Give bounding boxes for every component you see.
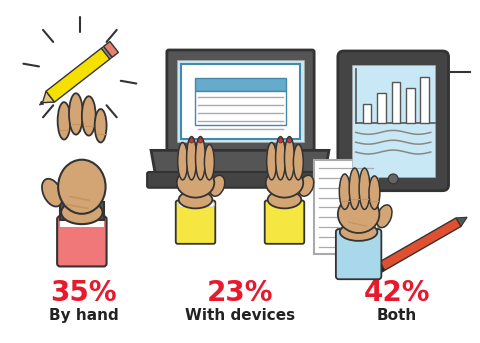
Ellipse shape xyxy=(349,168,360,209)
Bar xyxy=(406,87,415,122)
Ellipse shape xyxy=(177,168,214,198)
Ellipse shape xyxy=(377,205,392,228)
Ellipse shape xyxy=(82,96,96,135)
FancyBboxPatch shape xyxy=(176,201,216,244)
Ellipse shape xyxy=(338,196,379,233)
FancyBboxPatch shape xyxy=(180,64,300,139)
Circle shape xyxy=(287,138,292,143)
Polygon shape xyxy=(372,262,385,275)
Text: 42%: 42% xyxy=(363,279,430,307)
FancyBboxPatch shape xyxy=(194,78,287,91)
Polygon shape xyxy=(43,91,55,103)
Bar xyxy=(377,93,386,122)
Text: 35%: 35% xyxy=(50,279,117,307)
Text: With devices: With devices xyxy=(185,308,295,323)
FancyBboxPatch shape xyxy=(147,172,333,188)
Ellipse shape xyxy=(58,160,106,214)
Bar xyxy=(420,77,429,122)
Ellipse shape xyxy=(369,176,380,209)
Circle shape xyxy=(203,201,208,208)
Text: 23%: 23% xyxy=(207,279,273,307)
Circle shape xyxy=(189,138,194,143)
Text: By hand: By hand xyxy=(48,308,118,323)
Polygon shape xyxy=(46,48,110,102)
Ellipse shape xyxy=(267,142,276,180)
FancyBboxPatch shape xyxy=(352,65,435,177)
FancyBboxPatch shape xyxy=(167,50,314,152)
Bar xyxy=(392,82,400,122)
Circle shape xyxy=(191,201,196,208)
Polygon shape xyxy=(39,101,44,105)
Ellipse shape xyxy=(359,168,370,209)
Ellipse shape xyxy=(61,201,103,224)
FancyBboxPatch shape xyxy=(177,60,304,142)
Circle shape xyxy=(179,201,185,208)
FancyBboxPatch shape xyxy=(60,202,104,220)
Circle shape xyxy=(388,174,398,184)
Ellipse shape xyxy=(210,175,225,196)
Ellipse shape xyxy=(268,191,301,209)
Polygon shape xyxy=(151,150,329,178)
Ellipse shape xyxy=(58,102,71,140)
Polygon shape xyxy=(456,217,467,226)
Circle shape xyxy=(196,201,203,208)
Circle shape xyxy=(185,201,191,208)
FancyBboxPatch shape xyxy=(314,160,378,253)
Polygon shape xyxy=(101,46,112,59)
Ellipse shape xyxy=(204,144,214,180)
FancyBboxPatch shape xyxy=(74,205,90,214)
Ellipse shape xyxy=(178,142,188,180)
Bar xyxy=(363,104,372,122)
FancyBboxPatch shape xyxy=(336,229,381,279)
Ellipse shape xyxy=(339,174,350,209)
Circle shape xyxy=(208,201,214,208)
Ellipse shape xyxy=(179,191,212,209)
Circle shape xyxy=(198,138,203,143)
Circle shape xyxy=(278,138,283,143)
FancyBboxPatch shape xyxy=(338,51,448,191)
Ellipse shape xyxy=(299,175,314,196)
Polygon shape xyxy=(372,218,461,275)
Ellipse shape xyxy=(187,137,196,180)
Ellipse shape xyxy=(266,168,303,198)
Ellipse shape xyxy=(285,137,294,180)
FancyBboxPatch shape xyxy=(60,219,104,227)
Polygon shape xyxy=(104,42,119,57)
FancyBboxPatch shape xyxy=(57,216,107,267)
Text: Both: Both xyxy=(376,308,417,323)
Ellipse shape xyxy=(293,144,303,180)
FancyBboxPatch shape xyxy=(264,201,304,244)
FancyBboxPatch shape xyxy=(194,91,287,125)
Ellipse shape xyxy=(276,137,286,180)
Ellipse shape xyxy=(42,179,62,206)
Ellipse shape xyxy=(69,93,83,134)
Ellipse shape xyxy=(195,137,205,180)
Ellipse shape xyxy=(340,223,377,241)
Ellipse shape xyxy=(95,109,107,142)
